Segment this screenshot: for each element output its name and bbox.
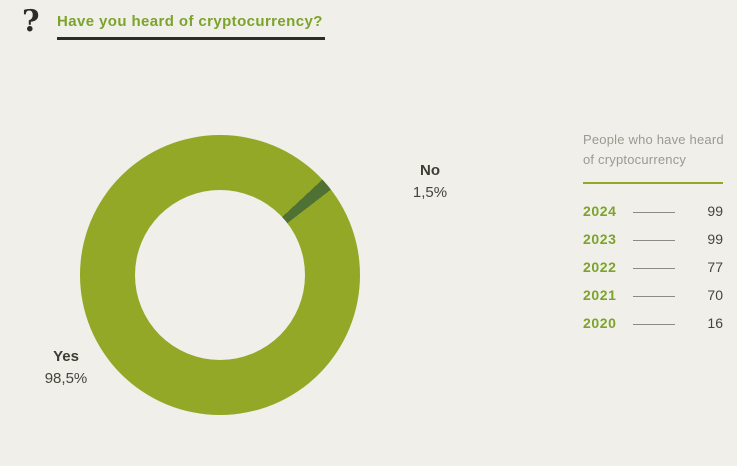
title-underline: [57, 37, 325, 40]
table-row: 2024 99: [583, 197, 723, 225]
row-value: 99: [707, 231, 723, 247]
row-year: 2024: [583, 203, 617, 219]
row-line: [633, 240, 675, 241]
slice-label-no: No 1,5%: [398, 160, 462, 204]
table-row: 2023 99: [583, 225, 723, 253]
row-value: 99: [707, 203, 723, 219]
question-mark-icon: ?: [22, 4, 40, 39]
table-row: 2022 77: [583, 253, 723, 281]
row-year: 2022: [583, 259, 617, 275]
slice-no-percent: 1,5%: [412, 183, 448, 201]
row-year: 2021: [583, 287, 617, 303]
row-value: 16: [707, 315, 723, 331]
slice-yes-name: Yes: [53, 348, 79, 365]
sidebar-accent-rule: [583, 182, 723, 184]
row-line: [633, 324, 675, 325]
sidebar-table: People who have heard of cryptocurrency …: [583, 130, 733, 337]
year-rows: 2024 99 2023 99 2022 77 2021 70 2020: [583, 197, 723, 337]
row-year: 2023: [583, 231, 617, 247]
row-line: [633, 212, 675, 213]
slice-label-yes: Yes 98,5%: [30, 346, 102, 390]
donut-hole: [135, 190, 305, 360]
row-line: [633, 296, 675, 297]
slice-yes-percent: 98,5%: [44, 369, 88, 387]
table-row: 2021 70: [583, 281, 723, 309]
donut-chart: [80, 135, 360, 415]
row-year: 2020: [583, 315, 617, 331]
page-title: Have you heard of cryptocurrency?: [57, 13, 323, 30]
table-row: 2020 16: [583, 309, 723, 337]
row-value: 70: [707, 287, 723, 303]
row-line: [633, 268, 675, 269]
row-value: 77: [707, 259, 723, 275]
slice-no-name: No: [420, 162, 440, 179]
sidebar-title: People who have heard of cryptocurrency: [583, 132, 724, 167]
